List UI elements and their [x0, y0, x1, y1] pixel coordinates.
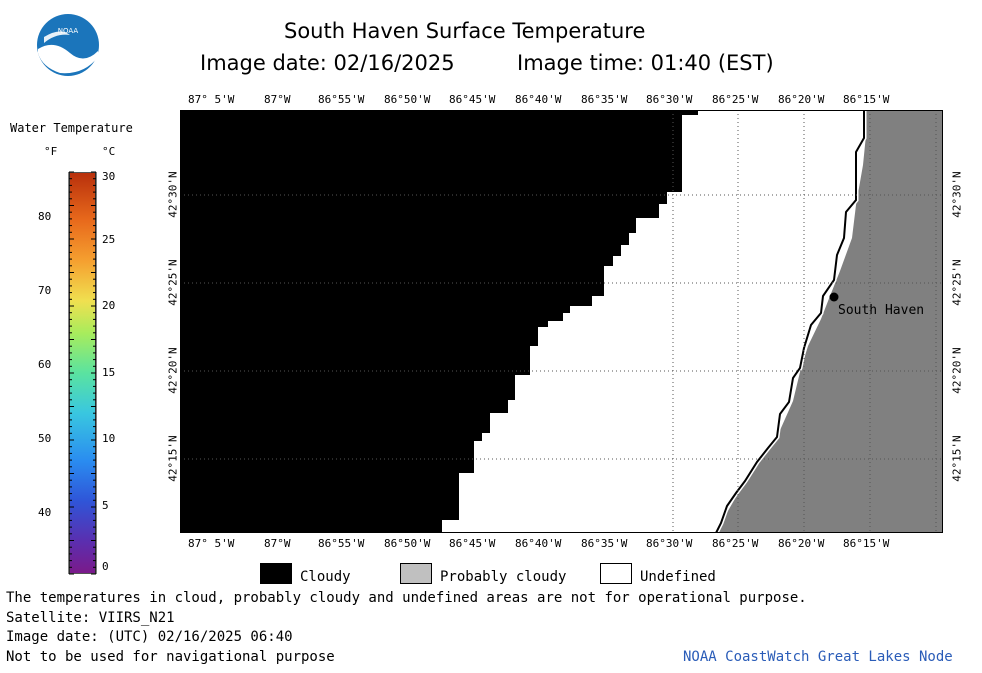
colorbar-unit-c: °C	[102, 145, 116, 158]
grid-lines	[180, 110, 943, 533]
c-tick: 10	[102, 432, 116, 445]
c-tick: 20	[102, 299, 116, 312]
lon-label-top: 86°30'W	[646, 93, 693, 106]
page-title: South Haven Surface Temperature	[284, 19, 646, 43]
satellite-text: Satellite: VIIRS_N21	[6, 610, 175, 626]
legend-swatch-undefined	[600, 563, 632, 584]
image-time: Image time: 01:40 (EST)	[517, 51, 774, 75]
colorbar-ticks	[68, 171, 97, 575]
land-area	[718, 110, 943, 533]
lon-label-bottom: 86°30'W	[646, 537, 693, 550]
lat-label-right: 42°25'N	[950, 259, 964, 306]
lon-label-bottom: 87° 5'W	[188, 537, 235, 550]
lat-label-right: 42°15'N	[950, 435, 964, 482]
lon-label-bottom: 86°40'W	[515, 537, 562, 550]
lon-label-bottom: 86°50'W	[384, 537, 431, 550]
lon-label-top: 86°35'W	[581, 93, 628, 106]
lon-label-bottom: 86°25'W	[712, 537, 759, 550]
lon-label-bottom: 86°15'W	[843, 537, 890, 550]
cloudy-area	[180, 110, 698, 533]
lon-label-bottom: 86°20'W	[778, 537, 825, 550]
c-tick: 0	[102, 560, 109, 573]
lon-label-bottom: 86°45'W	[449, 537, 496, 550]
south-haven-marker	[829, 292, 839, 302]
map-canvas	[180, 110, 943, 533]
lon-label-top: 86°45'W	[449, 93, 496, 106]
lon-label-bottom: 86°55'W	[318, 537, 365, 550]
lat-label-left: 42°25'N	[166, 259, 180, 306]
f-tick: 80	[38, 210, 52, 223]
noaa-logo-text: NOAA	[58, 27, 79, 35]
f-tick: 70	[38, 284, 52, 297]
f-tick: 60	[38, 358, 52, 371]
legend-label-probably-cloudy: Probably cloudy	[440, 569, 567, 585]
utc-date-text: Image date: (UTC) 02/16/2025 06:40	[6, 629, 293, 645]
legend-label-cloudy: Cloudy	[300, 569, 351, 585]
lat-label-left: 42°20'N	[166, 347, 180, 394]
lon-label-top: 86°55'W	[318, 93, 365, 106]
nav-warning-text: Not to be used for navigational purpose	[6, 649, 335, 665]
lon-label-top: 86°40'W	[515, 93, 562, 106]
legend-swatch-probably-cloudy	[400, 563, 432, 584]
colorbar-unit-f: °F	[44, 145, 58, 158]
coastline	[715, 110, 865, 533]
lon-label-top: 87°W	[264, 93, 291, 106]
lat-label-right: 42°30'N	[950, 171, 964, 218]
legend-label-undefined: Undefined	[640, 569, 716, 585]
noaa-logo: NOAA	[37, 14, 99, 76]
lat-label-left: 42°15'N	[166, 435, 180, 482]
lat-label-left: 42°30'N	[166, 171, 180, 218]
colorbar-title: Water Temperature	[10, 121, 133, 135]
lon-label-top: 86°50'W	[384, 93, 431, 106]
lon-label-top: 86°20'W	[778, 93, 825, 106]
lon-label-bottom: 86°35'W	[581, 537, 628, 550]
c-tick: 30	[102, 170, 116, 183]
lon-label-top: 86°25'W	[712, 93, 759, 106]
lon-label-top: 87° 5'W	[188, 93, 235, 106]
f-tick: 50	[38, 432, 52, 445]
c-tick: 25	[102, 233, 116, 246]
lon-label-top: 86°15'W	[843, 93, 890, 106]
city-label: South Haven	[838, 303, 925, 318]
image-date: Image date: 02/16/2025	[200, 51, 455, 75]
credit-link[interactable]: NOAA CoastWatch Great Lakes Node	[683, 649, 953, 665]
lat-label-right: 42°20'N	[950, 347, 964, 394]
c-tick: 15	[102, 366, 116, 379]
lon-label-bottom: 87°W	[264, 537, 291, 550]
f-tick: 40	[38, 506, 52, 519]
c-tick: 5	[102, 499, 109, 512]
disclaimer-text: The temperatures in cloud, probably clou…	[6, 590, 807, 606]
legend-swatch-cloudy	[260, 563, 292, 584]
